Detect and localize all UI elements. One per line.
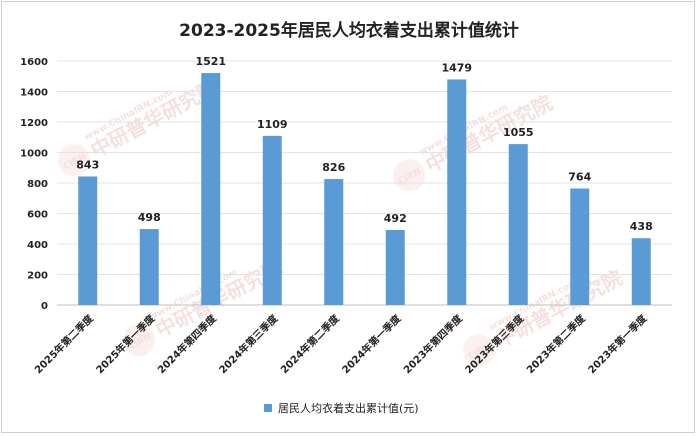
x-tick-label: 2024年第三季度 <box>216 311 281 376</box>
legend-label: 居民人均衣着支出累计值(元) <box>278 401 419 415</box>
bar <box>447 79 467 305</box>
bar <box>385 229 405 305</box>
y-tick-label: 600 <box>27 210 48 221</box>
y-tick-label: 800 <box>27 179 48 190</box>
bar-value-label: 764 <box>568 170 591 183</box>
legend: 居民人均衣着支出累计值(元) <box>264 401 419 415</box>
bar <box>508 144 528 305</box>
bar <box>324 179 344 305</box>
bar <box>201 73 221 305</box>
watermark-brand-text: 中研普华研究院 <box>87 75 222 162</box>
bar-value-label: 826 <box>322 161 345 174</box>
bar-value-label: 492 <box>384 212 407 225</box>
bar <box>139 229 159 305</box>
y-tick-label: 1000 <box>20 149 48 160</box>
bar-value-label: 1521 <box>195 55 226 68</box>
bar-value-label: 438 <box>630 220 653 233</box>
y-tick-label: 1600 <box>20 57 48 68</box>
bars: 843 498 1521 1109 826 492 1479 1055 764 438 <box>76 55 653 305</box>
bar <box>78 176 98 305</box>
bar <box>631 238 651 305</box>
y-tick-label: 1200 <box>20 118 48 129</box>
y-tick-label: 200 <box>27 271 48 282</box>
x-tick-label: 2025年第二季度 <box>32 311 97 376</box>
x-tick-label: 2023年第四季度 <box>401 311 466 376</box>
bar-value-label: 843 <box>76 158 99 171</box>
y-tick-label: 0 <box>41 301 48 312</box>
bar-value-label: 1055 <box>503 126 534 139</box>
chart-title: 2023-2025年居民人均衣着支出累计值统计 <box>179 20 519 41</box>
bar-value-label: 498 <box>138 211 161 224</box>
x-tick-label: 2024年第一季度 <box>339 311 404 376</box>
x-tick-label: 2023年第一季度 <box>585 311 650 376</box>
legend-swatch <box>264 404 272 412</box>
watermark-brand-text: 中研普华研究院 <box>422 90 557 177</box>
x-tick-label: 2024年第二季度 <box>278 311 343 376</box>
gridlines <box>57 60 672 306</box>
bar-value-label: 1479 <box>441 61 472 74</box>
bar <box>262 135 282 305</box>
bar-value-label: 1109 <box>257 118 288 131</box>
bar <box>570 188 590 305</box>
watermark-logo-icon <box>123 324 156 357</box>
y-axis: 0 200 400 600 800 1000 1200 1400 1600 <box>20 57 48 312</box>
watermark-logo-icon <box>463 334 496 367</box>
y-tick-label: 400 <box>27 240 48 251</box>
y-tick-label: 1400 <box>20 88 48 99</box>
